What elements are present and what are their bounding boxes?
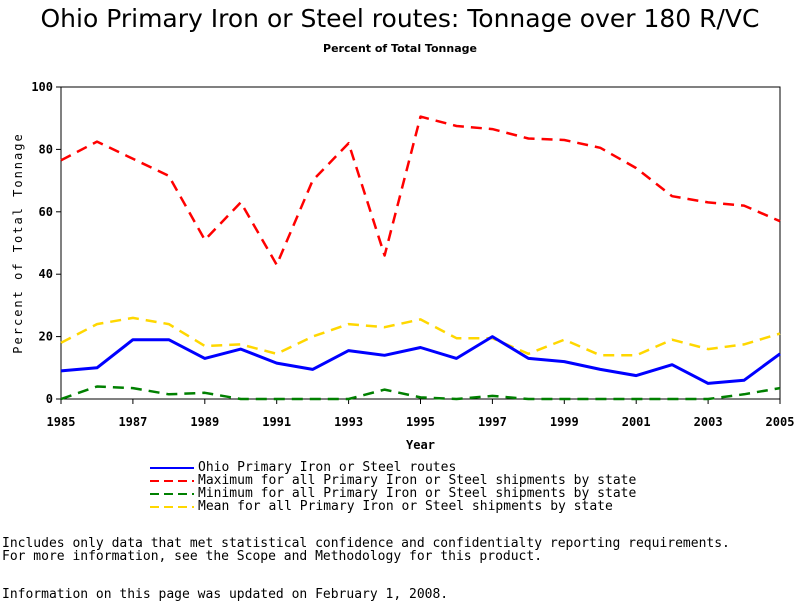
y-axis-title: Percent of Total Tonnage (11, 132, 25, 353)
series-line-minimum (60, 385, 781, 401)
series-line-maximum (60, 115, 781, 267)
x-tick-label: 1985 (47, 415, 76, 429)
legend-item: Minimum for all Primary Iron or Steel sh… (150, 487, 636, 500)
x-tick-label: 1987 (118, 415, 147, 429)
confidentiality-note: Includes only data that met statistical … (2, 536, 730, 551)
x-tick-label: 1997 (478, 415, 507, 429)
legend-label: Mean for all Primary Iron or Steel shipm… (198, 499, 613, 514)
y-tick-label: 40 (39, 267, 53, 281)
x-tick-label: 1993 (334, 415, 363, 429)
x-tick-label: 1995 (406, 415, 435, 429)
legend-item: Ohio Primary Iron or Steel routes (150, 461, 636, 474)
x-tick-label: 1999 (550, 415, 579, 429)
series-line-ohio (60, 335, 781, 385)
y-tick-label: 80 (39, 142, 53, 156)
update-note: Information on this page was updated on … (2, 587, 449, 602)
y-tick-label: 100 (31, 80, 53, 94)
y-tick-label: 60 (39, 205, 53, 219)
legend-swatch-minimum (150, 492, 194, 495)
legend-item: Maximum for all Primary Iron or Steel sh… (150, 474, 636, 487)
legend-swatch-mean (150, 505, 194, 508)
legend: Ohio Primary Iron or Steel routes Maximu… (150, 461, 636, 513)
plot-frame (60, 86, 781, 400)
legend-swatch-maximum (150, 479, 194, 482)
x-tick-label: 2003 (694, 415, 723, 429)
methodology-note: For more information, see the Scope and … (2, 549, 543, 564)
x-axis: 1985 1987 1989 1991 1993 1995 1997 1999 2001 2003… (47, 399, 795, 429)
x-tick-label: 2005 (766, 415, 795, 429)
legend-label: Maximum for all Primary Iron or Steel sh… (198, 473, 637, 488)
chart-title: Ohio Primary Iron or Steel routes: Tonna… (40, 4, 760, 33)
y-axis: 0 20 40 60 80 100 (31, 80, 61, 406)
series-lines (60, 115, 781, 401)
y-tick-label: 0 (46, 392, 53, 406)
chart-subtitle: Percent of Total Tonnage (323, 42, 477, 55)
series-line-mean (60, 316, 781, 357)
x-tick-label: 1991 (262, 415, 291, 429)
x-axis-title: Year (406, 438, 435, 452)
y-tick-label: 20 (39, 330, 53, 344)
line-chart: 0 20 40 60 80 100 1985 1987 1989 1991 1993 1995 199… (11, 80, 795, 452)
legend-label: Ohio Primary Iron or Steel routes (198, 460, 457, 475)
plot-border (60, 86, 781, 400)
x-tick-label: 1989 (190, 415, 219, 429)
legend-item: Mean for all Primary Iron or Steel shipm… (150, 500, 636, 513)
legend-swatch-ohio (150, 466, 194, 469)
x-tick-label: 2001 (622, 415, 651, 429)
legend-label: Minimum for all Primary Iron or Steel sh… (198, 486, 637, 501)
